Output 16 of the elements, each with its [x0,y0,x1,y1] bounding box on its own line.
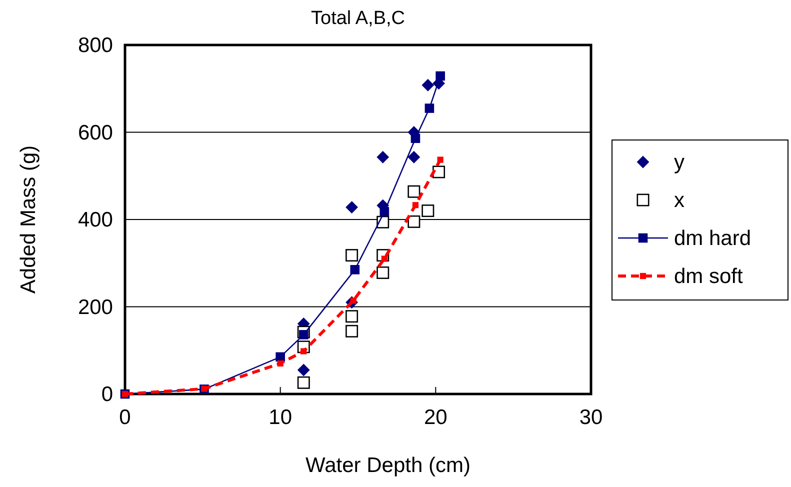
legend-label: dm soft [674,265,744,288]
x-tick-label: 0 [119,406,131,429]
x-tick-label: 10 [268,406,292,429]
y-tick-label: 800 [78,34,113,57]
chart-title: Total A,B,C [311,8,405,29]
legend-label: x [674,189,685,212]
x-tick-label: 30 [579,406,603,429]
legend-label: y [674,151,685,174]
y-tick-label: 200 [78,296,113,319]
y-tick-label: 0 [101,383,113,406]
y-tick-label: 400 [78,208,113,232]
x-axis-title: Water Depth (cm) [306,454,470,477]
y-tick-label: 600 [78,121,113,144]
x-tick-label: 20 [424,406,448,429]
legend-label: dm hard [674,227,752,250]
y-axis-title: Added Mass (g) [17,145,40,294]
